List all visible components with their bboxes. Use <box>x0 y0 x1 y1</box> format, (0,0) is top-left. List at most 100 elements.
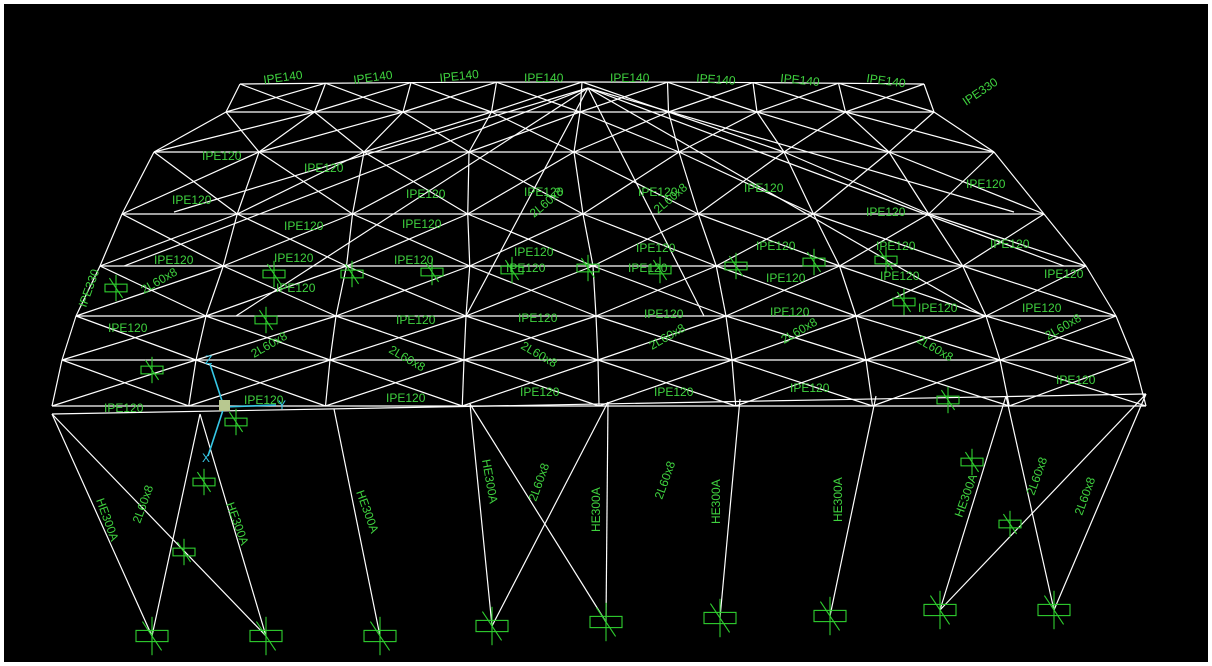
roof-rafter <box>678 151 699 215</box>
model-3d-viewport[interactable]: IPE140 IPE140 IPE140 IPE140 IPE140 IPE140 IPE1… <box>4 4 1208 662</box>
roof-brace <box>491 111 575 153</box>
roof-brace <box>236 213 347 267</box>
section-label: 2L60x8 <box>1072 475 1099 517</box>
roof-brace <box>346 213 468 267</box>
section-label: IPE120 <box>386 391 426 405</box>
section-label: 2L60x8 <box>519 338 560 370</box>
roof-rafter <box>465 265 471 317</box>
support-symbol <box>500 256 524 284</box>
roof-rafter <box>75 265 101 317</box>
section-label: IPE120 <box>766 271 806 285</box>
y-axis-line <box>223 404 277 408</box>
section-label: IPE120 <box>876 239 916 253</box>
section-label: IPE120 <box>1044 267 1084 281</box>
roof-brace <box>402 81 497 113</box>
section-label: HE300A <box>353 488 381 535</box>
wall-brace <box>51 413 267 637</box>
support-symbol <box>589 602 623 642</box>
support-symbol <box>813 596 847 636</box>
support-symbol <box>960 448 984 476</box>
section-label: IPE120 <box>1022 301 1062 315</box>
roof-brace <box>668 111 785 153</box>
roof-brace <box>223 265 337 317</box>
section-label: IPE120 <box>154 253 194 267</box>
roof-rafter <box>579 81 583 113</box>
roof-rafter <box>1115 315 1135 361</box>
roof-brace <box>855 265 964 317</box>
roof-rafter <box>845 111 890 153</box>
z-axis-line <box>209 363 225 408</box>
roof-brace <box>668 82 754 113</box>
roof-rafter <box>258 111 315 153</box>
roof-brace <box>468 151 584 215</box>
ridge-brace <box>587 87 1065 267</box>
roof-brace <box>582 151 680 215</box>
origin-marker <box>219 400 230 411</box>
support-symbol <box>340 260 364 288</box>
section-label: IPE120 <box>514 245 554 259</box>
section-label: IPE120 <box>520 385 560 399</box>
roof-rafter <box>888 151 930 215</box>
section-label: IPE140 <box>352 68 393 87</box>
section-label: IPE120 <box>990 237 1030 251</box>
roof-brace <box>205 265 347 317</box>
section-label: IPE120 <box>756 239 796 253</box>
roof-brace <box>715 213 814 267</box>
roof-brace <box>855 315 1001 361</box>
roof-brace <box>188 359 331 407</box>
section-label: IPE140 <box>524 71 564 85</box>
roof-brace <box>329 315 467 361</box>
roof-rafter <box>324 359 331 407</box>
roof-rafter <box>666 82 670 113</box>
roof-brace <box>352 151 470 215</box>
z-axis-label: Z <box>205 353 212 367</box>
wall-brace <box>151 413 201 637</box>
roof-rafter <box>715 265 727 317</box>
roof-brace <box>928 213 1087 267</box>
support-symbol <box>192 468 216 496</box>
roof-rafter <box>752 82 758 113</box>
roof-brace <box>845 111 995 153</box>
wall-brace <box>939 393 1147 611</box>
support-symbol <box>262 260 286 288</box>
section-label: IPE120 <box>880 269 920 283</box>
column <box>1053 393 1147 611</box>
roof-brace <box>335 265 470 317</box>
roof-brace <box>725 265 840 317</box>
support-symbol <box>724 252 748 280</box>
x-axis-label: X <box>202 451 210 465</box>
roof-brace <box>839 265 987 317</box>
section-label: IPE140 <box>780 71 821 89</box>
roof-brace <box>725 315 867 361</box>
roof-brace <box>335 315 465 361</box>
roof-rafter <box>51 359 63 407</box>
roof-brace <box>467 151 575 215</box>
roof-rafter <box>865 359 874 407</box>
support-symbol <box>998 510 1022 538</box>
support-symbol <box>923 590 957 630</box>
roof-brace <box>928 151 995 215</box>
roof-rafter <box>855 315 867 361</box>
roof-rafter <box>345 213 354 267</box>
roof-brace <box>1009 359 1135 407</box>
section-label: IPE120 <box>202 149 242 163</box>
support-symbol <box>140 356 164 384</box>
roof-brace <box>756 111 890 153</box>
roof-brace <box>716 265 857 317</box>
roof-brace <box>468 111 581 153</box>
roof-brace <box>463 315 597 361</box>
support-symbol <box>224 408 248 436</box>
roof-rafter <box>1085 265 1117 317</box>
roof-rafter <box>222 213 238 267</box>
column <box>829 395 877 617</box>
roof-brace <box>597 315 727 361</box>
roof-brace <box>999 315 1117 361</box>
roof-brace <box>363 151 469 215</box>
section-label: IPE140 <box>696 71 737 88</box>
roof-rafter <box>731 359 737 407</box>
structure-view[interactable]: IPE140 IPE140 IPE140 IPE140 IPE140 IPE140 IPE1… <box>4 4 1208 662</box>
roof-brace <box>697 151 785 215</box>
roof-rafter <box>697 213 717 267</box>
column <box>199 413 267 637</box>
eave-beam <box>51 393 1147 415</box>
